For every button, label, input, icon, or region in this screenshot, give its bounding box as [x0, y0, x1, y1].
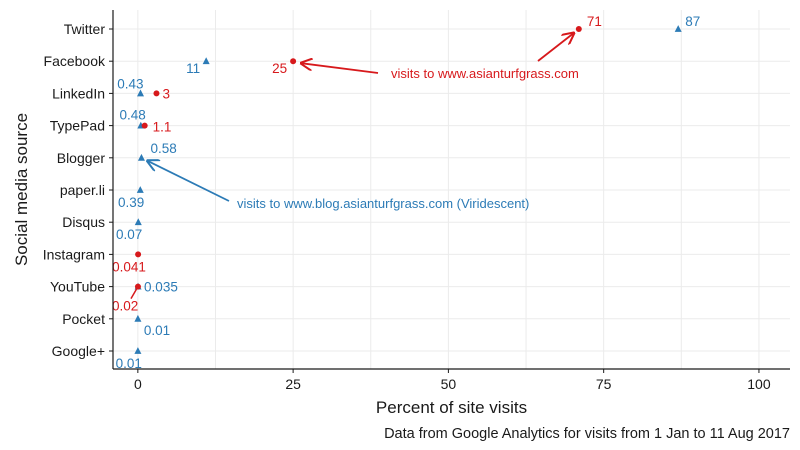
y-tick-label: Google+ — [52, 343, 105, 359]
y-tick-label: TypePad — [50, 118, 105, 134]
x-tick-label: 0 — [134, 376, 142, 392]
axis-layer: 0 25 50 75 100 Twitter Facebook LinkedIn TypePad… — [43, 10, 790, 392]
triangle-point — [202, 57, 210, 65]
x-axis-title: Percent of site visits — [376, 398, 527, 417]
triangle-point — [134, 347, 142, 354]
x-tick-label: 100 — [747, 376, 771, 392]
data-label: 0.01 — [116, 356, 142, 371]
triangle-point — [137, 89, 145, 97]
x-tick-label: 50 — [441, 376, 457, 392]
annotation-arrow-red — [301, 63, 379, 74]
y-tick-label: Pocket — [62, 311, 105, 327]
y-tick-label: Blogger — [57, 150, 106, 166]
circle-point — [141, 122, 148, 129]
data-label: 0.43 — [117, 76, 143, 91]
data-label: 0.02 — [112, 299, 138, 314]
data-label: 25 — [272, 61, 287, 76]
grid-layer — [113, 10, 790, 369]
circle-point — [290, 58, 297, 65]
triangle-point — [136, 186, 144, 193]
marks-layer — [134, 25, 682, 354]
data-label: 3 — [162, 86, 170, 101]
label-connector — [130, 286, 139, 299]
data-label: 0.07 — [116, 227, 142, 242]
chart-caption: Data from Google Analytics for visits fr… — [384, 426, 790, 442]
triangle-point — [137, 153, 145, 161]
y-tick-label: Disqus — [62, 214, 105, 230]
data-label: 11 — [186, 61, 200, 76]
annotation-arrow-blue — [147, 161, 230, 202]
data-label: 0.58 — [150, 141, 176, 156]
labels-layer: 87 11 0.43 0.48 0.58 0.39 0.07 0.035 0.01 0.01 71 2… — [112, 14, 700, 371]
data-label: 0.01 — [144, 323, 170, 338]
y-tick-label: Facebook — [44, 53, 106, 69]
annotation-arrow-red-2 — [537, 33, 574, 62]
data-label: 1.1 — [153, 120, 172, 135]
y-axis-title: Social media source — [12, 113, 31, 266]
circle-point — [153, 90, 160, 97]
data-label: 0.48 — [120, 108, 146, 123]
annotation-red: visits to www.asianturfgrass.com — [391, 66, 579, 81]
x-tick-label: 25 — [285, 376, 301, 392]
data-label: 0.39 — [118, 195, 144, 210]
triangle-point — [674, 25, 682, 32]
annotation-blue: visits to www.blog.asianturfgrass.com (V… — [237, 196, 529, 211]
data-label: 0.041 — [112, 259, 146, 274]
y-tick-label: Twitter — [64, 21, 106, 37]
y-tick-label: YouTube — [50, 279, 105, 295]
x-tick-label: 75 — [596, 376, 612, 392]
data-label: 71 — [587, 14, 602, 29]
y-tick-label: Instagram — [43, 246, 105, 262]
triangle-point — [134, 218, 142, 226]
circle-point — [575, 26, 582, 32]
data-label: 0.035 — [144, 280, 178, 295]
data-label: 87 — [685, 14, 700, 29]
y-tick-label: paper.li — [60, 182, 105, 198]
triangle-point — [134, 314, 142, 322]
y-tick-label: LinkedIn — [52, 85, 105, 101]
circle-point — [135, 251, 142, 258]
annotation-layer: visits to www.asianturfgrass.com visits t… — [147, 33, 579, 211]
